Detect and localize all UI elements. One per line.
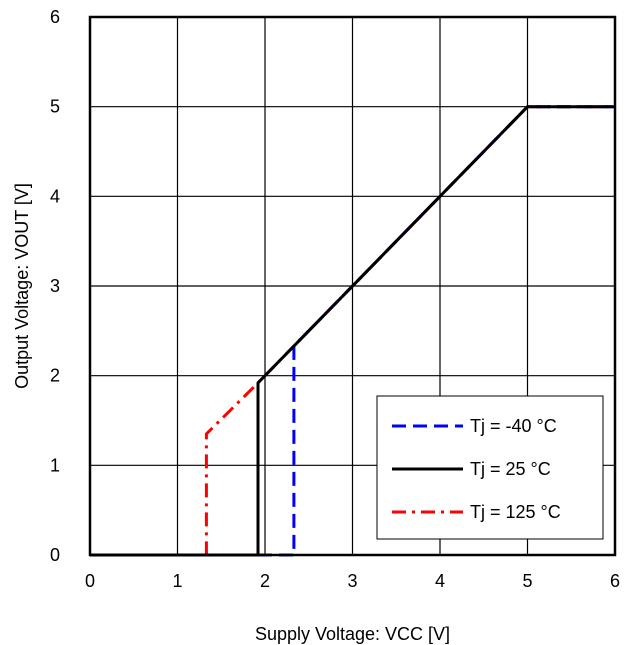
- y-tick-label: 5: [50, 97, 60, 117]
- x-tick-label: 2: [260, 571, 270, 591]
- x-tick-label: 5: [522, 571, 532, 591]
- legend: Tj = -40 °C Tj = 25 °C Tj = 125 °C: [376, 395, 604, 540]
- x-tick-label: 1: [172, 571, 182, 591]
- legend-label-3: Tj = 125 °C: [470, 502, 561, 522]
- x-tick-label: 0: [85, 571, 95, 591]
- y-tick-labels: 0 1 2 3 4 5 6: [50, 7, 60, 565]
- y-tick-label: 1: [50, 455, 60, 475]
- plot-frame: [88, 15, 617, 557]
- x-tick-label: 3: [347, 571, 357, 591]
- legend-entry-1: Tj = -40 °C: [392, 416, 557, 436]
- legend-entry-3: Tj = 125 °C: [392, 502, 561, 522]
- y-axis-title: Output Voltage: VOUT [V]: [12, 183, 32, 389]
- x-tick-label: 4: [435, 571, 445, 591]
- y-tick-label: 2: [50, 366, 60, 386]
- x-tick-labels: 0 1 2 3 4 5 6: [85, 571, 620, 591]
- y-tick-label: 3: [50, 276, 60, 296]
- x-axis-title: Supply Voltage: VCC [V]: [255, 624, 450, 644]
- legend-label-2: Tj = 25 °C: [470, 459, 551, 479]
- x-tick-label: 6: [610, 571, 620, 591]
- legend-label-1: Tj = -40 °C: [470, 416, 557, 436]
- y-tick-label: 0: [50, 545, 60, 565]
- legend-entry-2: Tj = 25 °C: [392, 459, 551, 479]
- y-tick-label: 4: [50, 186, 60, 206]
- y-tick-label: 6: [50, 7, 60, 27]
